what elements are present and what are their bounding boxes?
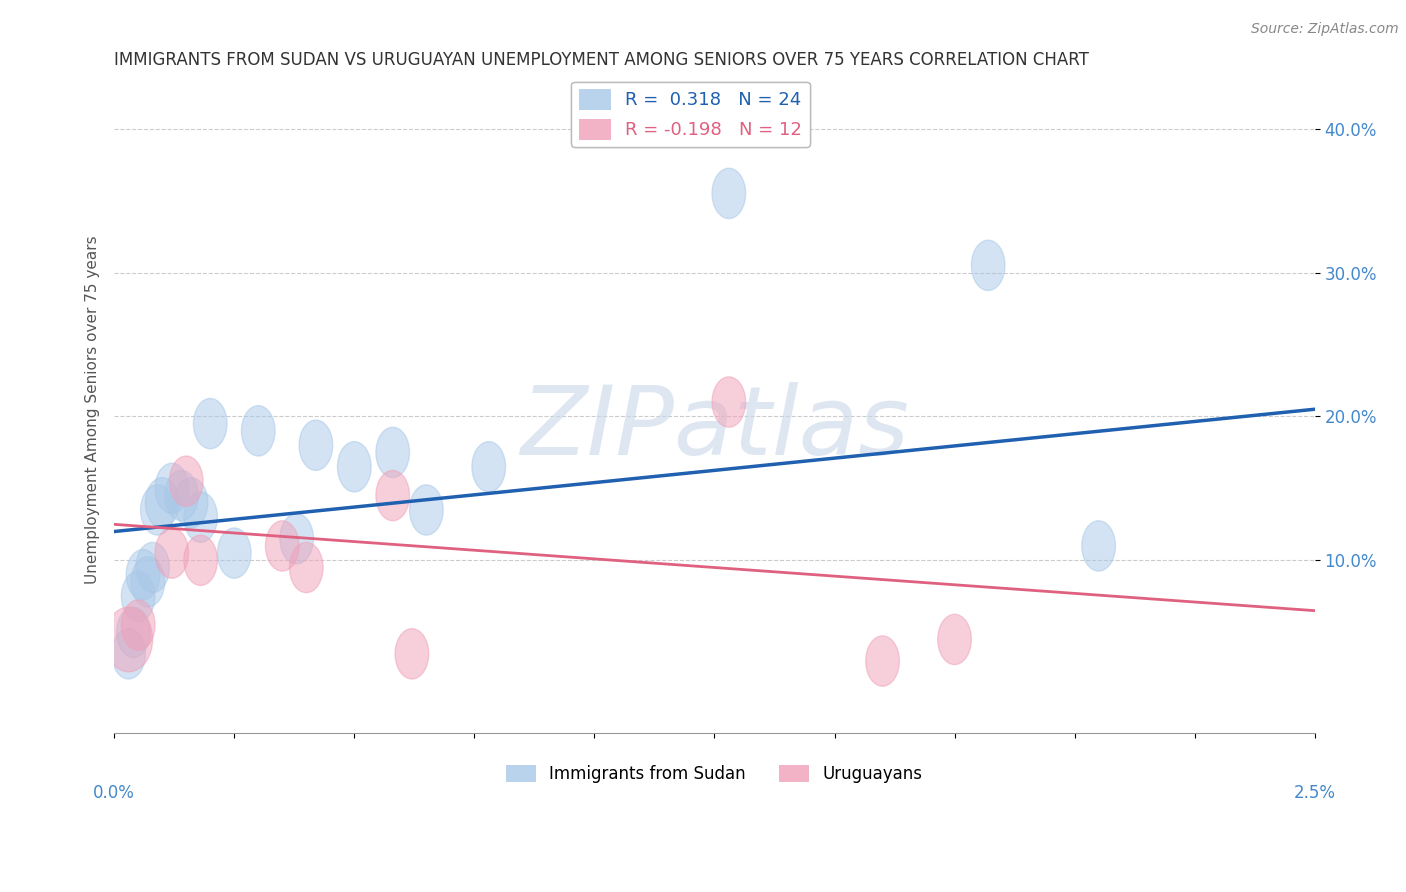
Ellipse shape — [141, 484, 174, 535]
Ellipse shape — [155, 463, 188, 514]
Ellipse shape — [266, 521, 299, 571]
Ellipse shape — [145, 477, 179, 528]
Ellipse shape — [395, 629, 429, 679]
Ellipse shape — [218, 528, 252, 578]
Ellipse shape — [121, 571, 155, 622]
Ellipse shape — [337, 442, 371, 492]
Ellipse shape — [174, 477, 208, 528]
Ellipse shape — [409, 484, 443, 535]
Ellipse shape — [131, 557, 165, 607]
Legend: R =  0.318   N = 24, R = -0.198   N = 12: R = 0.318 N = 24, R = -0.198 N = 12 — [571, 81, 810, 147]
Ellipse shape — [117, 607, 150, 657]
Ellipse shape — [104, 607, 153, 672]
Ellipse shape — [472, 442, 506, 492]
Ellipse shape — [127, 549, 160, 600]
Ellipse shape — [375, 470, 409, 521]
Y-axis label: Unemployment Among Seniors over 75 years: Unemployment Among Seniors over 75 years — [86, 235, 100, 583]
Ellipse shape — [169, 456, 202, 507]
Ellipse shape — [184, 535, 218, 585]
Ellipse shape — [194, 399, 226, 449]
Ellipse shape — [242, 406, 276, 456]
Ellipse shape — [121, 600, 155, 650]
Text: 2.5%: 2.5% — [1294, 784, 1336, 802]
Ellipse shape — [112, 629, 145, 679]
Ellipse shape — [972, 240, 1005, 291]
Ellipse shape — [165, 470, 198, 521]
Ellipse shape — [375, 427, 409, 477]
Ellipse shape — [136, 542, 169, 592]
Ellipse shape — [938, 615, 972, 665]
Text: IMMIGRANTS FROM SUDAN VS URUGUAYAN UNEMPLOYMENT AMONG SENIORS OVER 75 YEARS CORR: IMMIGRANTS FROM SUDAN VS URUGUAYAN UNEMP… — [114, 51, 1090, 69]
Ellipse shape — [1081, 521, 1115, 571]
Ellipse shape — [299, 420, 333, 470]
Text: Source: ZipAtlas.com: Source: ZipAtlas.com — [1251, 22, 1399, 37]
Text: 0.0%: 0.0% — [93, 784, 135, 802]
Text: ZIPatlas: ZIPatlas — [520, 382, 908, 475]
Ellipse shape — [866, 636, 900, 686]
Ellipse shape — [280, 514, 314, 564]
Ellipse shape — [711, 169, 745, 219]
Ellipse shape — [184, 492, 218, 542]
Ellipse shape — [155, 528, 188, 578]
Ellipse shape — [290, 542, 323, 592]
Ellipse shape — [711, 376, 745, 427]
